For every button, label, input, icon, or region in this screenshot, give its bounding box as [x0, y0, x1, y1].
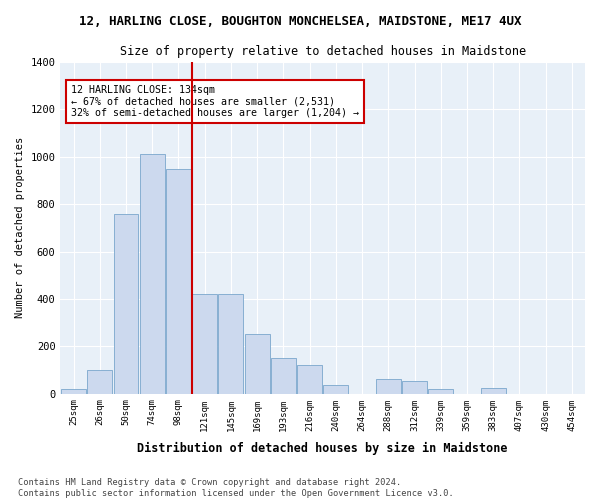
Bar	[402, 380, 427, 394]
Title: Size of property relative to detached houses in Maidstone: Size of property relative to detached ho…	[119, 45, 526, 58]
Bar	[192, 294, 217, 394]
Bar	[113, 214, 139, 394]
X-axis label: Distribution of detached houses by size in Maidstone: Distribution of detached houses by size …	[137, 442, 508, 455]
Text: 12, HARLING CLOSE, BOUGHTON MONCHELSEA, MAIDSTONE, ME17 4UX: 12, HARLING CLOSE, BOUGHTON MONCHELSEA, …	[79, 15, 521, 28]
Text: 12 HARLING CLOSE: 134sqm
← 67% of detached houses are smaller (2,531)
32% of sem: 12 HARLING CLOSE: 134sqm ← 67% of detach…	[71, 85, 359, 118]
Bar	[88, 370, 112, 394]
Bar	[323, 386, 348, 394]
Text: Contains HM Land Registry data © Crown copyright and database right 2024.
Contai: Contains HM Land Registry data © Crown c…	[18, 478, 454, 498]
Bar	[376, 380, 401, 394]
Bar	[428, 389, 453, 394]
Bar	[140, 154, 164, 394]
Bar	[271, 358, 296, 394]
Bar	[297, 365, 322, 394]
Y-axis label: Number of detached properties: Number of detached properties	[15, 137, 25, 318]
Bar	[481, 388, 506, 394]
Bar	[166, 168, 191, 394]
Bar	[218, 294, 244, 394]
Bar	[245, 334, 269, 394]
Bar	[61, 389, 86, 394]
